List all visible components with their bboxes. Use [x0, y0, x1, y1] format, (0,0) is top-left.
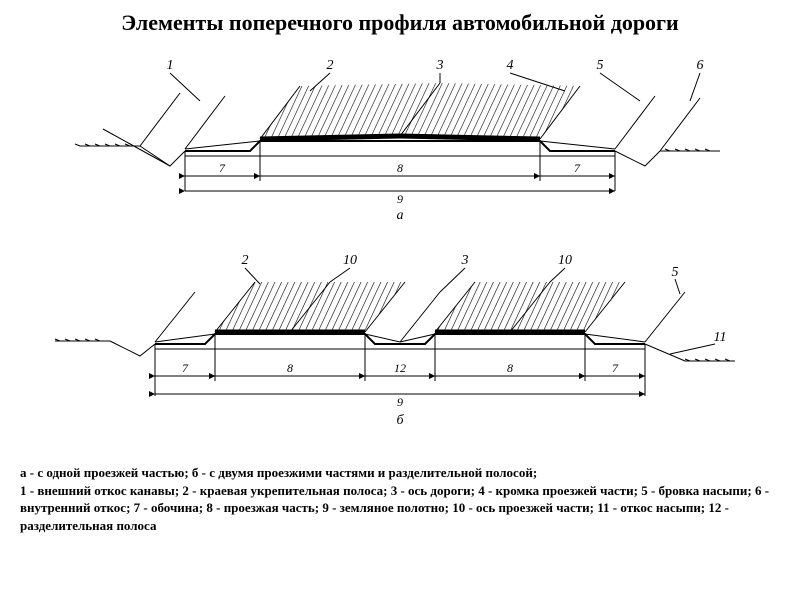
dim-a-7l: 7 [219, 161, 226, 175]
label-a-3: 3 [436, 58, 444, 73]
caption-a: а [397, 208, 404, 223]
dim-b-8l: 8 [287, 361, 293, 375]
dim-a-8: 8 [397, 161, 403, 175]
label-b-11: 11 [714, 330, 727, 345]
dim-a-9: 9 [397, 192, 403, 206]
legend-block: а - с одной проезжей частью; б - с двумя… [20, 464, 780, 534]
legend-line-2: 1 - внешний откос канавы; 2 - краевая ук… [20, 482, 780, 535]
dim-b-8r: 8 [507, 361, 513, 375]
label-b-2: 2 [242, 253, 249, 268]
label-a-5: 5 [597, 58, 604, 73]
label-b-10l: 10 [343, 253, 357, 268]
label-a-1: 1 [167, 58, 174, 73]
label-a-4: 4 [507, 58, 514, 73]
diagram-area: 1 2 3 4 5 6 7 8 7 9 а [20, 46, 780, 446]
dim-b-12: 12 [394, 361, 406, 375]
dim-b-7r: 7 [612, 361, 619, 375]
label-a-2: 2 [327, 58, 334, 73]
label-b-5: 5 [672, 265, 679, 280]
dim-b-7l: 7 [182, 361, 189, 375]
figure-a: 1 2 3 4 5 6 7 8 7 9 а [75, 58, 720, 223]
legend-line-1: а - с одной проезжей частью; б - с двумя… [20, 464, 780, 482]
label-b-10r: 10 [558, 253, 572, 268]
page-title: Элементы поперечного профиля автомобильн… [20, 10, 780, 36]
dim-b-9: 9 [397, 395, 403, 409]
caption-b: б [396, 413, 404, 428]
dim-a-7r: 7 [574, 161, 581, 175]
figure-b: 2 10 3 10 5 11 7 8 12 8 7 9 б [55, 253, 735, 428]
label-b-3: 3 [461, 253, 469, 268]
label-a-6: 6 [697, 58, 704, 73]
